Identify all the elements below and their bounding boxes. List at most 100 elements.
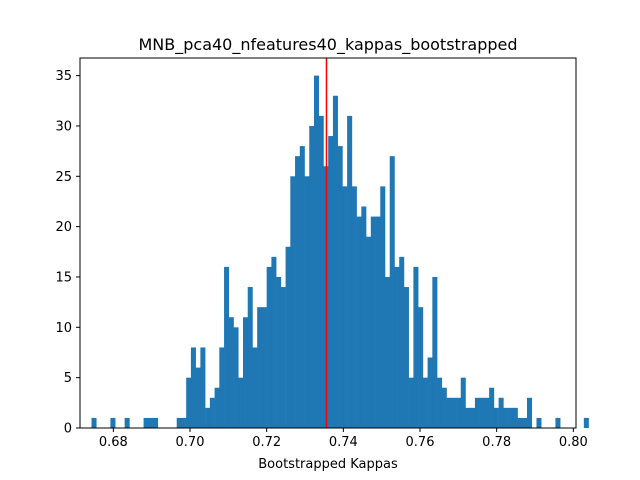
x-tick-label: 0.80 xyxy=(559,435,588,450)
histogram-bar xyxy=(356,216,362,428)
histogram-bar xyxy=(470,407,476,428)
histogram-bar xyxy=(110,417,116,428)
histogram-bar xyxy=(209,397,215,428)
histogram-bar xyxy=(337,146,343,428)
y-tick-label: 20 xyxy=(55,220,72,235)
histogram-bar xyxy=(489,387,495,428)
histogram-bar xyxy=(422,377,428,428)
histogram-bar xyxy=(508,407,514,428)
chart-title: MNB_pca40_nfeatures40_kappas_bootstrappe… xyxy=(138,35,517,55)
histogram-bar xyxy=(451,397,457,428)
histogram-bar xyxy=(313,75,320,429)
histogram-bar xyxy=(143,417,149,428)
histogram-bar xyxy=(498,397,504,428)
histogram-bar xyxy=(418,307,424,428)
histogram-bar xyxy=(408,377,414,428)
histogram-bar xyxy=(252,347,258,428)
y-tick-label: 30 xyxy=(55,119,72,134)
histogram-bar xyxy=(427,357,433,428)
histogram-bar xyxy=(432,276,438,428)
histogram-bar xyxy=(290,176,296,428)
histogram-bar xyxy=(242,317,249,428)
histogram-bar xyxy=(91,417,97,428)
x-tick-label: 0.78 xyxy=(482,435,511,450)
histogram-bar xyxy=(380,186,386,428)
histogram-bar xyxy=(200,347,206,428)
histogram-bar xyxy=(437,377,443,428)
histogram-bar xyxy=(522,417,528,428)
x-tick-label: 0.68 xyxy=(99,435,128,450)
histogram-bar xyxy=(153,417,159,428)
y-tick-label: 35 xyxy=(55,69,72,84)
histogram-bar xyxy=(271,256,277,428)
histogram-bar xyxy=(233,327,239,428)
histogram-bar xyxy=(517,417,523,428)
histogram-bar xyxy=(214,387,220,428)
histogram-bar xyxy=(261,307,267,428)
histogram-bar xyxy=(347,115,353,428)
histogram-bar xyxy=(328,136,334,428)
histogram-bar xyxy=(441,387,447,428)
plot-area-frame xyxy=(79,57,577,429)
histogram-bar xyxy=(238,377,244,428)
histogram-bar xyxy=(124,417,130,428)
histogram-bar xyxy=(555,417,561,428)
histogram-bars xyxy=(91,75,589,429)
y-tick-label: 5 xyxy=(64,371,72,386)
histogram-bar xyxy=(385,276,391,428)
histogram-bar xyxy=(295,156,301,428)
histogram-bar xyxy=(493,407,499,428)
histogram-bar xyxy=(403,287,409,428)
histogram-bar xyxy=(465,407,471,428)
histogram-bar xyxy=(394,266,400,428)
histogram-bar xyxy=(285,246,291,428)
histogram-bar xyxy=(332,95,338,428)
y-axis: 0 5 10 15 20 25 30 35 xyxy=(55,69,80,437)
histogram-bar xyxy=(318,115,324,428)
histogram-bar xyxy=(484,397,490,428)
histogram-bar xyxy=(375,216,381,428)
histogram-bar xyxy=(370,216,376,428)
histogram-bar xyxy=(190,347,196,428)
histogram-bar xyxy=(446,397,452,428)
x-axis-label: Bootstrapped Kappas xyxy=(258,457,398,472)
histogram-bar xyxy=(195,367,201,428)
histogram-bar xyxy=(512,407,518,428)
y-tick-label: 15 xyxy=(55,270,72,285)
histogram-bar xyxy=(304,176,310,428)
histogram-bar xyxy=(280,287,286,428)
histogram-bar xyxy=(224,266,230,428)
histogram-bar xyxy=(366,236,372,428)
histogram-bar xyxy=(503,407,509,428)
histogram-bar xyxy=(413,266,419,428)
histogram-bar xyxy=(299,146,305,428)
histogram-bar xyxy=(479,397,485,428)
histogram-bar xyxy=(527,397,533,428)
y-tick-label: 25 xyxy=(55,170,72,185)
histogram-bar xyxy=(536,417,542,428)
histogram-bar xyxy=(351,186,357,428)
histogram-bar xyxy=(257,307,263,428)
histogram-bar xyxy=(181,417,187,428)
y-tick-label: 0 xyxy=(64,422,72,437)
histogram-bar xyxy=(219,347,225,428)
histogram-bar xyxy=(460,377,466,428)
x-tick-label: 0.74 xyxy=(329,435,358,450)
histogram-bar xyxy=(228,317,234,428)
histogram-bar xyxy=(186,377,192,428)
histogram-bar xyxy=(176,417,182,428)
histogram-bar xyxy=(361,206,367,428)
histogram-bar xyxy=(399,256,405,428)
histogram-bar xyxy=(456,397,462,428)
histogram-bar xyxy=(309,125,315,429)
x-tick-label: 0.70 xyxy=(176,435,205,450)
y-tick-label: 10 xyxy=(55,321,72,336)
x-tick-label: 0.72 xyxy=(252,435,281,450)
x-tick-label: 0.76 xyxy=(406,435,435,450)
histogram-bar xyxy=(148,417,154,428)
histogram-bar xyxy=(474,397,480,428)
x-axis: 0.68 0.70 0.72 0.74 0.76 0.78 0.80 xyxy=(99,428,588,450)
histogram-bar xyxy=(276,276,282,428)
histogram-bar xyxy=(342,186,348,428)
